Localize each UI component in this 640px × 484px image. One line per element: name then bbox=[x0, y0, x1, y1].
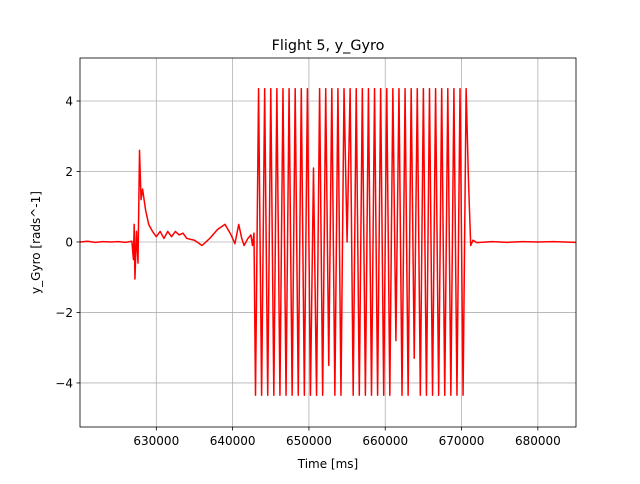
y-tick-label: −2 bbox=[55, 306, 73, 320]
chart-title: Flight 5, y_Gyro bbox=[272, 38, 385, 54]
y-tick-label: 0 bbox=[65, 235, 73, 249]
y-tick-label: −4 bbox=[55, 376, 73, 390]
plot-area bbox=[80, 87, 576, 397]
x-tick-label: 660000 bbox=[362, 434, 408, 448]
x-tick-label: 680000 bbox=[515, 434, 561, 448]
x-axis-label: Time [ms] bbox=[297, 457, 359, 471]
x-tick-label: 640000 bbox=[210, 434, 256, 448]
data-line bbox=[80, 87, 576, 397]
x-tick-label: 650000 bbox=[286, 434, 332, 448]
x-tick-label: 630000 bbox=[133, 434, 179, 448]
y-tick-label: 4 bbox=[65, 94, 73, 108]
axes-frame bbox=[79, 57, 577, 428]
x-tick-label: 670000 bbox=[439, 434, 485, 448]
y-tick-label: 2 bbox=[65, 165, 73, 179]
y-axis-label: y_Gyro [rads^-1] bbox=[29, 191, 43, 294]
